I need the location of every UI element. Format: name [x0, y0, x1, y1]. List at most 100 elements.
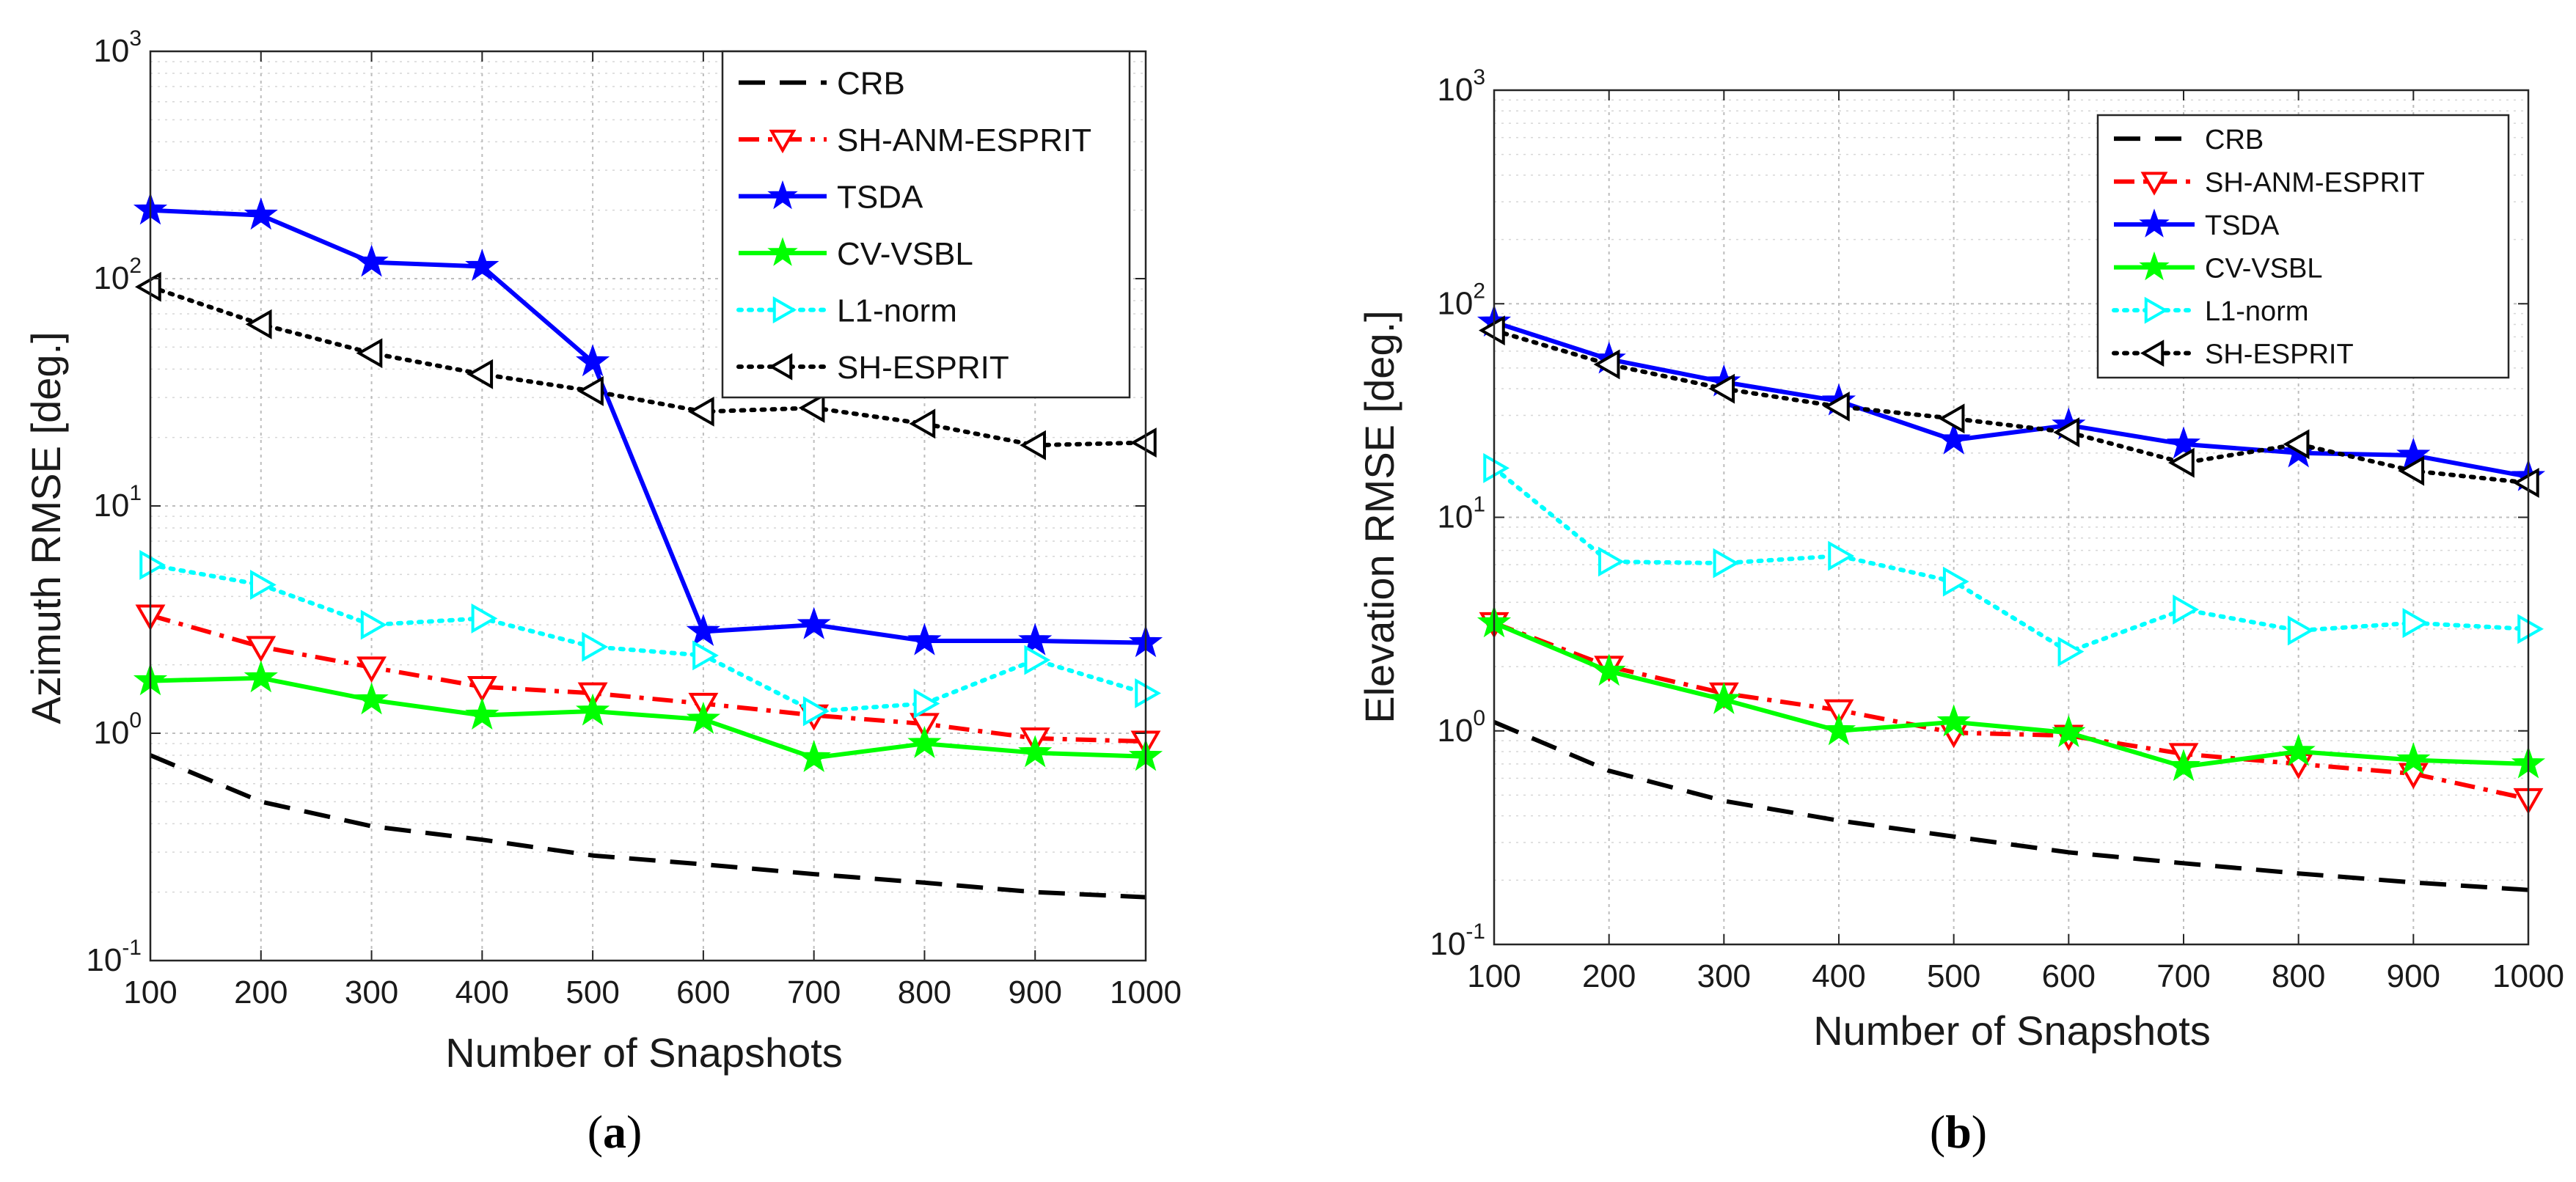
- legend-label: CV-VSBL: [2205, 253, 2323, 284]
- y-axis-label-a: Azimuth RMSE [deg.]: [23, 331, 69, 724]
- data-point: [2057, 636, 2085, 667]
- data-point: [354, 244, 389, 277]
- data-point: [687, 396, 714, 427]
- data-point: [582, 631, 609, 662]
- data-point: [1938, 403, 1965, 434]
- data-point: [797, 606, 831, 639]
- legend-label: CRB: [837, 65, 905, 101]
- plot-area-b: 100 200 300 400 500 600 700 800 900 100010-110010…: [1430, 65, 2564, 994]
- series-line: [150, 675, 1146, 760]
- series-line: [1492, 466, 2531, 654]
- data-point: [1936, 422, 1971, 455]
- data-point: [2517, 614, 2544, 645]
- x-tick-label: 400: [1812, 958, 1865, 994]
- data-point: [1707, 681, 1741, 714]
- y-tick-label: 102: [1437, 279, 1485, 321]
- legend-marker: [767, 180, 798, 210]
- data-point: [465, 697, 500, 730]
- data-point: [1598, 546, 1625, 577]
- series-line: [1493, 320, 2529, 480]
- legend-entry-b: SH-ANM-ESPRIT: [2114, 167, 2425, 198]
- data-point: [1020, 430, 1046, 460]
- series-group-b: [1477, 304, 2546, 892]
- panel-b: Number of Snapshots Elevation RMSE [deg.…: [1356, 65, 2564, 1158]
- data-point: [356, 338, 383, 369]
- legend-entry-b: L1-norm: [2112, 296, 2309, 327]
- series-line: [148, 285, 1148, 448]
- data-point: [471, 603, 498, 634]
- data-point: [576, 693, 610, 726]
- caption-a: (a): [588, 1106, 643, 1158]
- legend-entry-a: L1-norm: [736, 293, 957, 328]
- data-point: [1823, 392, 1850, 422]
- axes-b: 100 200 300 400 500 600 700 800 900 100010-110010…: [1430, 65, 2564, 994]
- legend-entry-b: CV-VSBL: [2114, 251, 2323, 284]
- series-line: [149, 753, 1146, 900]
- data-point: [2396, 437, 2431, 470]
- plot-area-a: 100 200 300 400 500 600 700 800 900 100010-110010…: [86, 26, 1182, 1010]
- x-tick-label: 600: [2042, 958, 2096, 994]
- y-tick-label: 103: [93, 26, 142, 69]
- legend-label: TSDA: [837, 179, 923, 215]
- legend-label: L1-norm: [837, 293, 957, 328]
- legend-label: SH-ESPRIT: [2205, 339, 2354, 370]
- series-a-sh-esprit: [134, 271, 1157, 460]
- x-tick-label: 200: [1582, 958, 1636, 994]
- data-point: [797, 740, 831, 773]
- x-tick-label: 100: [123, 974, 177, 1010]
- x-axis-label-b: Number of Snapshots: [1813, 1007, 2211, 1054]
- legend-label: SH-ESPRIT: [837, 350, 1009, 386]
- x-tick-label: 700: [2156, 958, 2210, 994]
- data-point: [1592, 653, 1626, 686]
- x-axis-label-a: Number of Snapshots: [445, 1029, 843, 1076]
- y-tick-label: 101: [93, 481, 142, 524]
- data-point: [2053, 417, 2080, 448]
- series-line: [1493, 620, 2529, 769]
- y-tick-label: 103: [1437, 65, 1485, 108]
- y-axis-label-b: Elevation RMSE [deg.]: [1356, 310, 1402, 723]
- legend-marker: [772, 296, 797, 324]
- x-tick-label: 300: [1697, 958, 1751, 994]
- data-point: [1823, 699, 1854, 726]
- x-tick-label: 100: [1467, 958, 1521, 994]
- data-point: [802, 696, 830, 727]
- caption-b: (b): [1930, 1106, 1987, 1158]
- data-point: [1135, 678, 1162, 708]
- data-point: [244, 660, 278, 693]
- data-point: [134, 271, 161, 302]
- legend-marker: [2139, 208, 2170, 238]
- legend-label: SH-ANM-ESPRIT: [837, 122, 1091, 158]
- data-point: [466, 359, 494, 389]
- data-point: [1018, 735, 1053, 768]
- data-point: [1713, 548, 1740, 579]
- data-point: [1593, 349, 1620, 380]
- data-point: [1821, 713, 1856, 746]
- data-point: [909, 713, 940, 740]
- series-a-crb: [149, 753, 1146, 900]
- y-tick-label: 10-1: [1430, 919, 1485, 962]
- x-tick-label: 400: [455, 974, 509, 1010]
- data-point: [250, 570, 277, 600]
- data-point: [2402, 608, 2429, 639]
- legend-entry-a: SH-ESPRIT: [736, 350, 1009, 386]
- data-point: [466, 675, 497, 702]
- data-point: [139, 550, 167, 580]
- legend-label: CV-VSBL: [837, 236, 973, 272]
- data-point: [354, 682, 389, 715]
- legend-a: CRB SH-ANM-ESPRIT TSDA CV-VSBL L1-norm SH-ESP…: [721, 50, 1131, 399]
- data-point: [1018, 623, 1053, 656]
- legend-entry-b: SH-ESPRIT: [2112, 339, 2354, 370]
- data-point: [907, 623, 942, 656]
- data-point: [907, 725, 942, 758]
- data-point: [576, 344, 610, 377]
- series-line: [150, 613, 1146, 744]
- data-point: [798, 392, 825, 423]
- series-a-l1-norm: [139, 550, 1162, 727]
- x-tick-label: 200: [234, 974, 288, 1010]
- data-point: [692, 640, 719, 671]
- data-point: [577, 375, 604, 406]
- series-b-crb: [1493, 719, 2529, 892]
- series-line: [1493, 620, 2529, 801]
- data-point: [246, 636, 277, 663]
- y-tick-label: 100: [93, 708, 142, 751]
